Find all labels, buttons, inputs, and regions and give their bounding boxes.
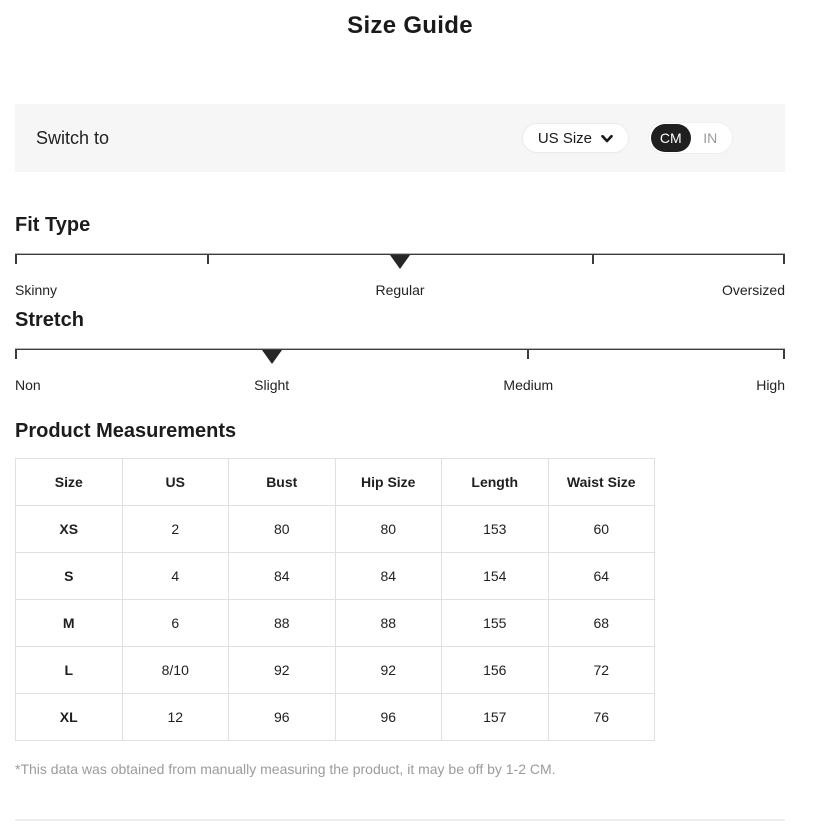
cell-size: M: [15, 599, 123, 647]
measurements-heading: Product Measurements: [15, 420, 237, 442]
fit-type-slider: [15, 253, 785, 269]
cell-hip: 80: [334, 505, 442, 553]
unit-switch-bar: Switch to US Size CM IN: [15, 104, 785, 172]
fit-type-labels: Skinny Regular Oversized: [15, 282, 785, 298]
unit-option-in[interactable]: IN: [703, 130, 718, 146]
cell-waist: 64: [547, 552, 655, 600]
stretch-label-slight: Slight: [254, 377, 290, 393]
size-system-dropdown[interactable]: US Size: [521, 123, 629, 153]
col-header-us: US: [121, 458, 229, 506]
cell-length: 157: [441, 693, 549, 741]
table-header-row: Size US Bust Hip Size Length Waist Size: [15, 458, 655, 506]
stretch-slider: [15, 348, 785, 364]
stretch-track-line: [15, 348, 785, 350]
fit-type-marker-icon: [390, 255, 410, 269]
col-header-hip: Hip Size: [334, 458, 442, 506]
cell-length: 153: [441, 505, 549, 553]
stretch-tick: [15, 349, 17, 359]
measurements-section: Product Measurements Size US Bust Hip Si…: [15, 419, 785, 741]
unit-toggle[interactable]: CM IN: [648, 122, 733, 154]
cell-bust: 80: [228, 505, 336, 553]
table-row: S 4 84 84 154 64: [15, 552, 655, 600]
fit-type-tick: [15, 254, 17, 264]
stretch-tick: [783, 349, 785, 359]
cell-size: L: [15, 646, 123, 694]
fit-type-tick: [206, 254, 209, 264]
stretch-labels: Non Slight Medium High: [15, 377, 785, 393]
cell-bust: 92: [228, 646, 336, 694]
unit-option-cm[interactable]: CM: [651, 124, 691, 152]
cell-us: 12: [121, 693, 229, 741]
cell-hip: 88: [334, 599, 442, 647]
cell-hip: 92: [334, 646, 442, 694]
col-header-length: Length: [441, 458, 549, 506]
fit-type-heading: Fit Type: [15, 214, 91, 236]
cell-size: S: [15, 552, 123, 600]
table-row: M 6 88 88 155 68: [15, 599, 655, 647]
cell-length: 156: [441, 646, 549, 694]
cell-bust: 88: [228, 599, 336, 647]
col-header-size: Size: [15, 458, 123, 506]
cell-size: XL: [15, 693, 123, 741]
cell-size: XS: [15, 505, 123, 553]
cell-hip: 84: [334, 552, 442, 600]
chevron-down-icon: [601, 134, 613, 143]
stretch-label-medium: Medium: [503, 377, 554, 393]
table-row: XS 2 80 80 153 60: [15, 505, 655, 553]
cell-bust: 84: [228, 552, 336, 600]
stretch-section: Stretch Non Slight Medium High: [15, 308, 785, 393]
table-row: XL 12 96 96 157 76: [15, 693, 655, 741]
stretch-label-high: High: [756, 377, 785, 393]
stretch-heading: Stretch: [15, 309, 84, 331]
cell-hip: 96: [334, 693, 442, 741]
cell-waist: 72: [547, 646, 655, 694]
cell-waist: 60: [547, 505, 655, 553]
switch-to-label: Switch to: [36, 127, 110, 148]
cell-waist: 68: [547, 599, 655, 647]
fit-type-tick: [591, 254, 594, 264]
cell-us: 4: [121, 552, 229, 600]
size-system-value: US Size: [537, 129, 592, 147]
fit-type-label-skinny: Skinny: [15, 282, 58, 298]
cell-us: 6: [121, 599, 229, 647]
fit-type-section: Fit Type Skinny Regular Oversized: [15, 213, 785, 298]
cell-bust: 96: [228, 693, 336, 741]
stretch-tick: [527, 349, 530, 359]
col-header-bust: Bust: [228, 458, 336, 506]
measurements-table: Size US Bust Hip Size Length Waist Size …: [15, 458, 655, 741]
col-header-waist: Waist Size: [547, 458, 655, 506]
fit-type-tick: [783, 254, 785, 264]
stretch-label-non: Non: [15, 377, 41, 393]
cell-length: 154: [441, 552, 549, 600]
table-row: L 8/10 92 92 156 72: [15, 646, 655, 694]
fit-type-label-regular: Regular: [375, 282, 425, 298]
cell-waist: 76: [547, 693, 655, 741]
switch-controls: US Size CM IN: [521, 122, 733, 154]
fit-type-label-oversized: Oversized: [721, 282, 785, 298]
stretch-marker-icon: [261, 350, 282, 364]
measurement-disclaimer: *This data was obtained from manually me…: [15, 761, 556, 777]
cell-length: 155: [441, 599, 549, 647]
cell-us: 8/10: [121, 646, 229, 694]
page-title: Size Guide: [347, 12, 473, 39]
bottom-divider: [15, 819, 785, 821]
cell-us: 2: [121, 505, 229, 553]
